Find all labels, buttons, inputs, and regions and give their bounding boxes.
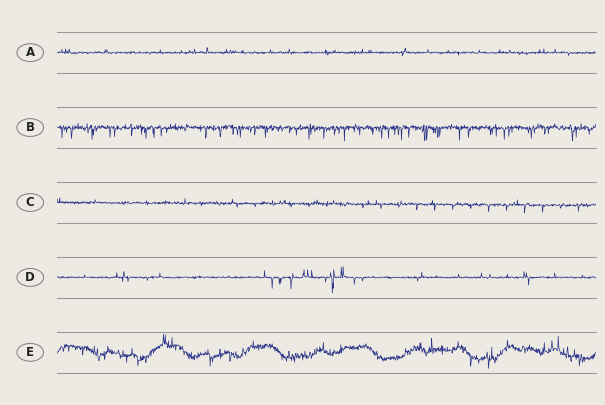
Text: B: B: [26, 121, 34, 134]
Text: E: E: [26, 346, 34, 359]
Text: D: D: [25, 271, 35, 284]
Text: C: C: [26, 196, 34, 209]
Text: A: A: [25, 46, 35, 59]
